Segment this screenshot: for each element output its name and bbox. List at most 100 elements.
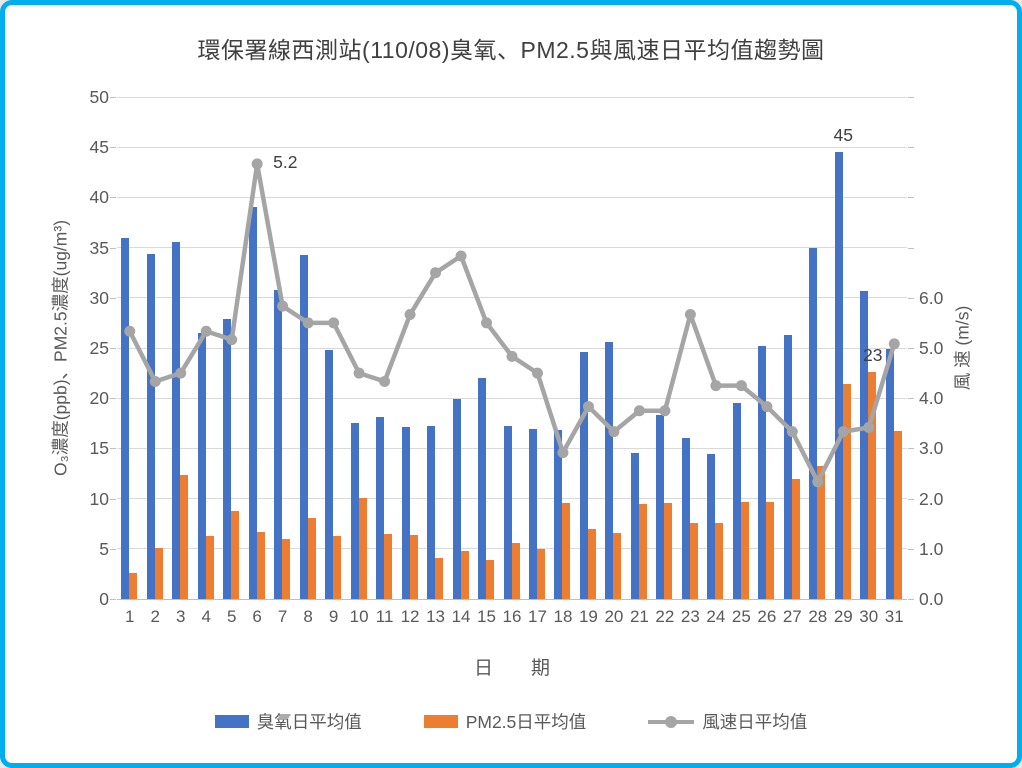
gridline	[117, 247, 907, 249]
right-axis-tick	[908, 498, 914, 500]
wind-point-day-29	[837, 426, 849, 438]
gridline	[117, 297, 907, 299]
right-axis-tick-label: 6.0	[919, 287, 944, 308]
ozone-bar-day-4	[197, 332, 206, 599]
ozone-bar-day-27	[783, 334, 792, 599]
ozone-bar-day-21	[630, 453, 639, 599]
left-axis-tick-label: 15	[89, 438, 109, 459]
x-axis-label-9: 9	[328, 607, 339, 626]
wind-point-day-2	[149, 375, 161, 387]
wind-point-day-26	[761, 401, 773, 413]
wind-point-day-5	[226, 334, 238, 346]
left-axis-tick-label: 0	[99, 589, 109, 609]
x-axis-label-11: 11	[375, 607, 394, 626]
right-axis-tick	[908, 147, 914, 149]
right-axis-tick	[908, 448, 914, 450]
right-axis-tick	[908, 548, 914, 550]
ozone-bar-day-2	[146, 253, 155, 599]
pm25-bar-day-9	[333, 535, 342, 599]
legend: 臭氧日平均值 PM2.5日平均值 風速日平均值	[5, 709, 1017, 734]
x-axis-label-24: 24	[706, 607, 726, 626]
wind-point-day-9	[328, 317, 340, 329]
x-axis-label-10: 10	[349, 607, 369, 626]
x-axis-label-23: 23	[680, 607, 700, 626]
right-axis-tick-label: 2.0	[919, 488, 944, 509]
wind-point-day-4	[200, 325, 212, 337]
x-axis-label-27: 27	[782, 607, 802, 626]
pm25-bar-day-24	[715, 522, 724, 599]
pm25-bar-day-28	[817, 466, 826, 599]
x-axis-label-4: 4	[201, 607, 211, 626]
ozone-bar-day-10	[350, 423, 359, 599]
right-axis-tick	[908, 247, 914, 249]
ozone-bar-day-28	[809, 247, 818, 599]
ozone-legend-swatch	[214, 715, 249, 728]
wind-legend-label: 風速日平均值	[702, 712, 808, 732]
x-axis-label-1: 1	[125, 607, 135, 626]
pm25-bar-day-20	[613, 532, 622, 599]
ozone-bar-day-6	[248, 207, 257, 599]
right-axis-tick-label: 1.0	[919, 538, 944, 559]
wind-point-day-6	[251, 158, 263, 170]
right-axis-tick	[908, 97, 914, 98]
ozone-bar-day-31	[885, 349, 894, 599]
data-label-23: 23	[863, 345, 883, 366]
wind-point-day-14	[455, 250, 467, 262]
x-axis-label-2: 2	[150, 607, 160, 626]
wind-point-day-11	[379, 375, 391, 387]
x-axis-label-28: 28	[808, 607, 828, 626]
ozone-bar-day-26	[758, 346, 767, 599]
x-axis-title: 日 期	[473, 658, 550, 679]
ozone-bar-day-13	[427, 426, 436, 599]
pm25-bar-day-3	[180, 474, 189, 599]
wind-legend-line-marker	[648, 715, 695, 728]
x-axis-label-15: 15	[477, 607, 496, 626]
pm25-bar-day-25	[740, 501, 749, 599]
left-axis-tick	[110, 197, 116, 199]
wind-point-day-24	[710, 380, 722, 392]
chart-title: 環保署線西測站(110/08)臭氧、PM2.5與風速日平均值趨勢圖	[197, 37, 825, 63]
pm25-bar-day-2	[154, 547, 163, 599]
ozone-bar-day-22	[656, 415, 665, 599]
left-axis-tick	[110, 147, 116, 149]
plot-area: 5.2 45 23	[117, 96, 907, 600]
left-axis-tick	[110, 548, 116, 550]
wind-point-day-18	[557, 447, 569, 459]
ozone-bar-day-25	[732, 403, 741, 599]
x-axis-label-16: 16	[502, 607, 522, 626]
left-axis-tick-label: 25	[89, 338, 109, 358]
ozone-bar-day-11	[376, 417, 385, 599]
x-axis-label-12: 12	[400, 607, 420, 626]
ozone-bar-day-18	[554, 430, 563, 599]
ozone-bar-day-8	[299, 254, 308, 599]
legend-item-pm25: PM2.5日平均值	[423, 709, 586, 734]
wind-point-day-7	[277, 300, 289, 312]
x-axis-label-31: 31	[884, 607, 904, 626]
left-axis-tick	[110, 97, 116, 98]
wind-legend-dot	[665, 715, 678, 728]
ozone-legend-label: 臭氧日平均值	[256, 712, 362, 732]
left-axis-tick-label: 5	[99, 538, 109, 559]
ozone-bar-day-29	[834, 152, 843, 599]
ozone-bar-day-15	[478, 378, 487, 599]
pm25-bar-day-8	[307, 517, 316, 599]
ozone-bar-day-24	[707, 454, 716, 599]
pm25-bar-day-4	[205, 535, 214, 599]
ozone-bar-day-14	[452, 399, 461, 599]
left-axis-tick-label: 30	[89, 287, 109, 308]
x-axis-label-21: 21	[629, 607, 649, 626]
data-label-45: 45	[833, 125, 854, 146]
pm25-bar-day-6	[256, 531, 265, 599]
wind-point-day-23	[684, 309, 696, 321]
right-axis-tick-label: 4.0	[919, 388, 944, 409]
pm25-bar-day-5	[231, 510, 240, 599]
wind-point-day-15	[481, 317, 493, 329]
x-axis-label-30: 30	[859, 607, 879, 626]
x-axis-label-17: 17	[528, 607, 547, 626]
ozone-bar-day-20	[605, 341, 614, 599]
wind-point-day-8	[302, 317, 314, 329]
pm25-bar-day-23	[689, 522, 698, 599]
ozone-bar-day-17	[528, 429, 537, 599]
pm25-legend-swatch	[423, 715, 458, 728]
pm25-bar-day-22	[664, 502, 673, 599]
